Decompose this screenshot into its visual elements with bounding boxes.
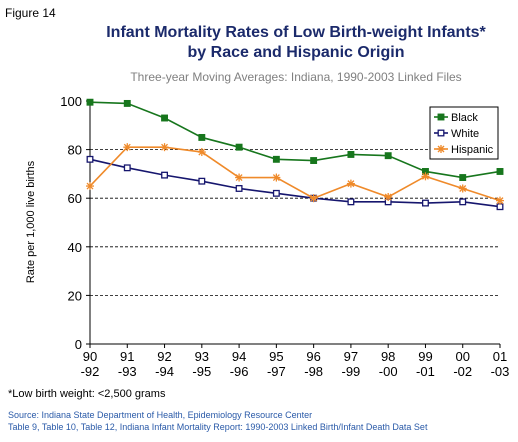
data-point xyxy=(197,148,206,157)
data-point xyxy=(459,198,467,206)
chart-title: Infant Mortality Rates of Low Birth-weig… xyxy=(106,24,486,41)
data-point xyxy=(496,203,504,211)
chart-subtitle: Three-year Moving Averages: Indiana, 199… xyxy=(130,70,461,84)
x-tick-label: 91 -93 xyxy=(118,349,137,379)
data-point xyxy=(422,199,429,207)
x-tick-label: 90 -92 xyxy=(81,349,100,379)
x-tick-label: 00 -02 xyxy=(453,349,472,379)
data-point xyxy=(272,173,281,182)
y-axis-label: Rate per 1,000 live births xyxy=(25,160,37,283)
data-point xyxy=(421,172,430,181)
data-point xyxy=(235,143,243,151)
y-tick-label: 80 xyxy=(68,143,82,158)
data-point xyxy=(496,168,504,175)
data-point xyxy=(86,155,94,163)
data-point xyxy=(272,155,280,163)
data-point xyxy=(235,173,244,182)
y-tick-label: 0 xyxy=(75,337,82,352)
y-tick-label: 40 xyxy=(68,240,82,255)
legend-marker xyxy=(437,129,445,137)
data-point xyxy=(384,152,392,160)
series-line xyxy=(89,158,501,208)
legend-label: Black xyxy=(451,112,478,124)
legend-marker xyxy=(437,113,445,121)
data-point xyxy=(198,133,206,141)
data-point xyxy=(272,189,280,197)
data-point xyxy=(347,198,355,206)
data-point xyxy=(347,151,355,158)
x-tick-label: 94 -96 xyxy=(230,349,249,379)
data-point xyxy=(198,177,206,185)
x-tick-label: 93 -95 xyxy=(192,349,211,379)
data-point xyxy=(86,98,94,106)
data-point xyxy=(86,182,94,191)
legend-label: White xyxy=(451,128,479,140)
data-point xyxy=(161,114,168,122)
legend-marker xyxy=(437,145,445,153)
data-point xyxy=(161,171,168,179)
data-point xyxy=(235,185,243,192)
series-line xyxy=(89,146,501,202)
legend: Black White Hispanic xyxy=(429,106,499,160)
source: Table 9, Table 10, Table 12, Indiana Inf… xyxy=(8,422,428,432)
data-point xyxy=(123,143,132,152)
x-tick-label: 92 -94 xyxy=(155,349,174,379)
series-line xyxy=(89,101,501,179)
y-tick-label: 60 xyxy=(68,191,82,206)
x-tick-label: 95 -97 xyxy=(267,349,286,379)
data-point xyxy=(459,174,467,181)
data-point xyxy=(496,196,504,205)
source: Source: Indiana State Department of Heal… xyxy=(8,410,312,420)
data-point xyxy=(310,157,318,164)
legend-label: Hispanic xyxy=(451,144,494,156)
x-tick-label: 97 -99 xyxy=(342,349,361,379)
data-point xyxy=(123,164,131,172)
y-tick-label: 100 xyxy=(60,94,82,109)
x-tick-label: 98 -00 xyxy=(379,349,398,379)
data-point xyxy=(160,143,169,152)
x-tick-label: 01 -03 xyxy=(491,349,510,379)
data-point xyxy=(123,99,131,107)
y-tick-label: 20 xyxy=(68,288,82,303)
figure-label: Figure 14 xyxy=(5,6,56,20)
data-point xyxy=(458,184,467,193)
chart-title: by Race and Hispanic Origin xyxy=(188,44,405,61)
x-tick-label: 96 -98 xyxy=(304,349,323,379)
data-point xyxy=(384,192,393,201)
data-point xyxy=(346,179,355,188)
data-point xyxy=(309,194,318,203)
x-tick-label: 99 -01 xyxy=(416,349,435,379)
footnote: *Low birth weight: <2,500 grams xyxy=(8,388,166,400)
